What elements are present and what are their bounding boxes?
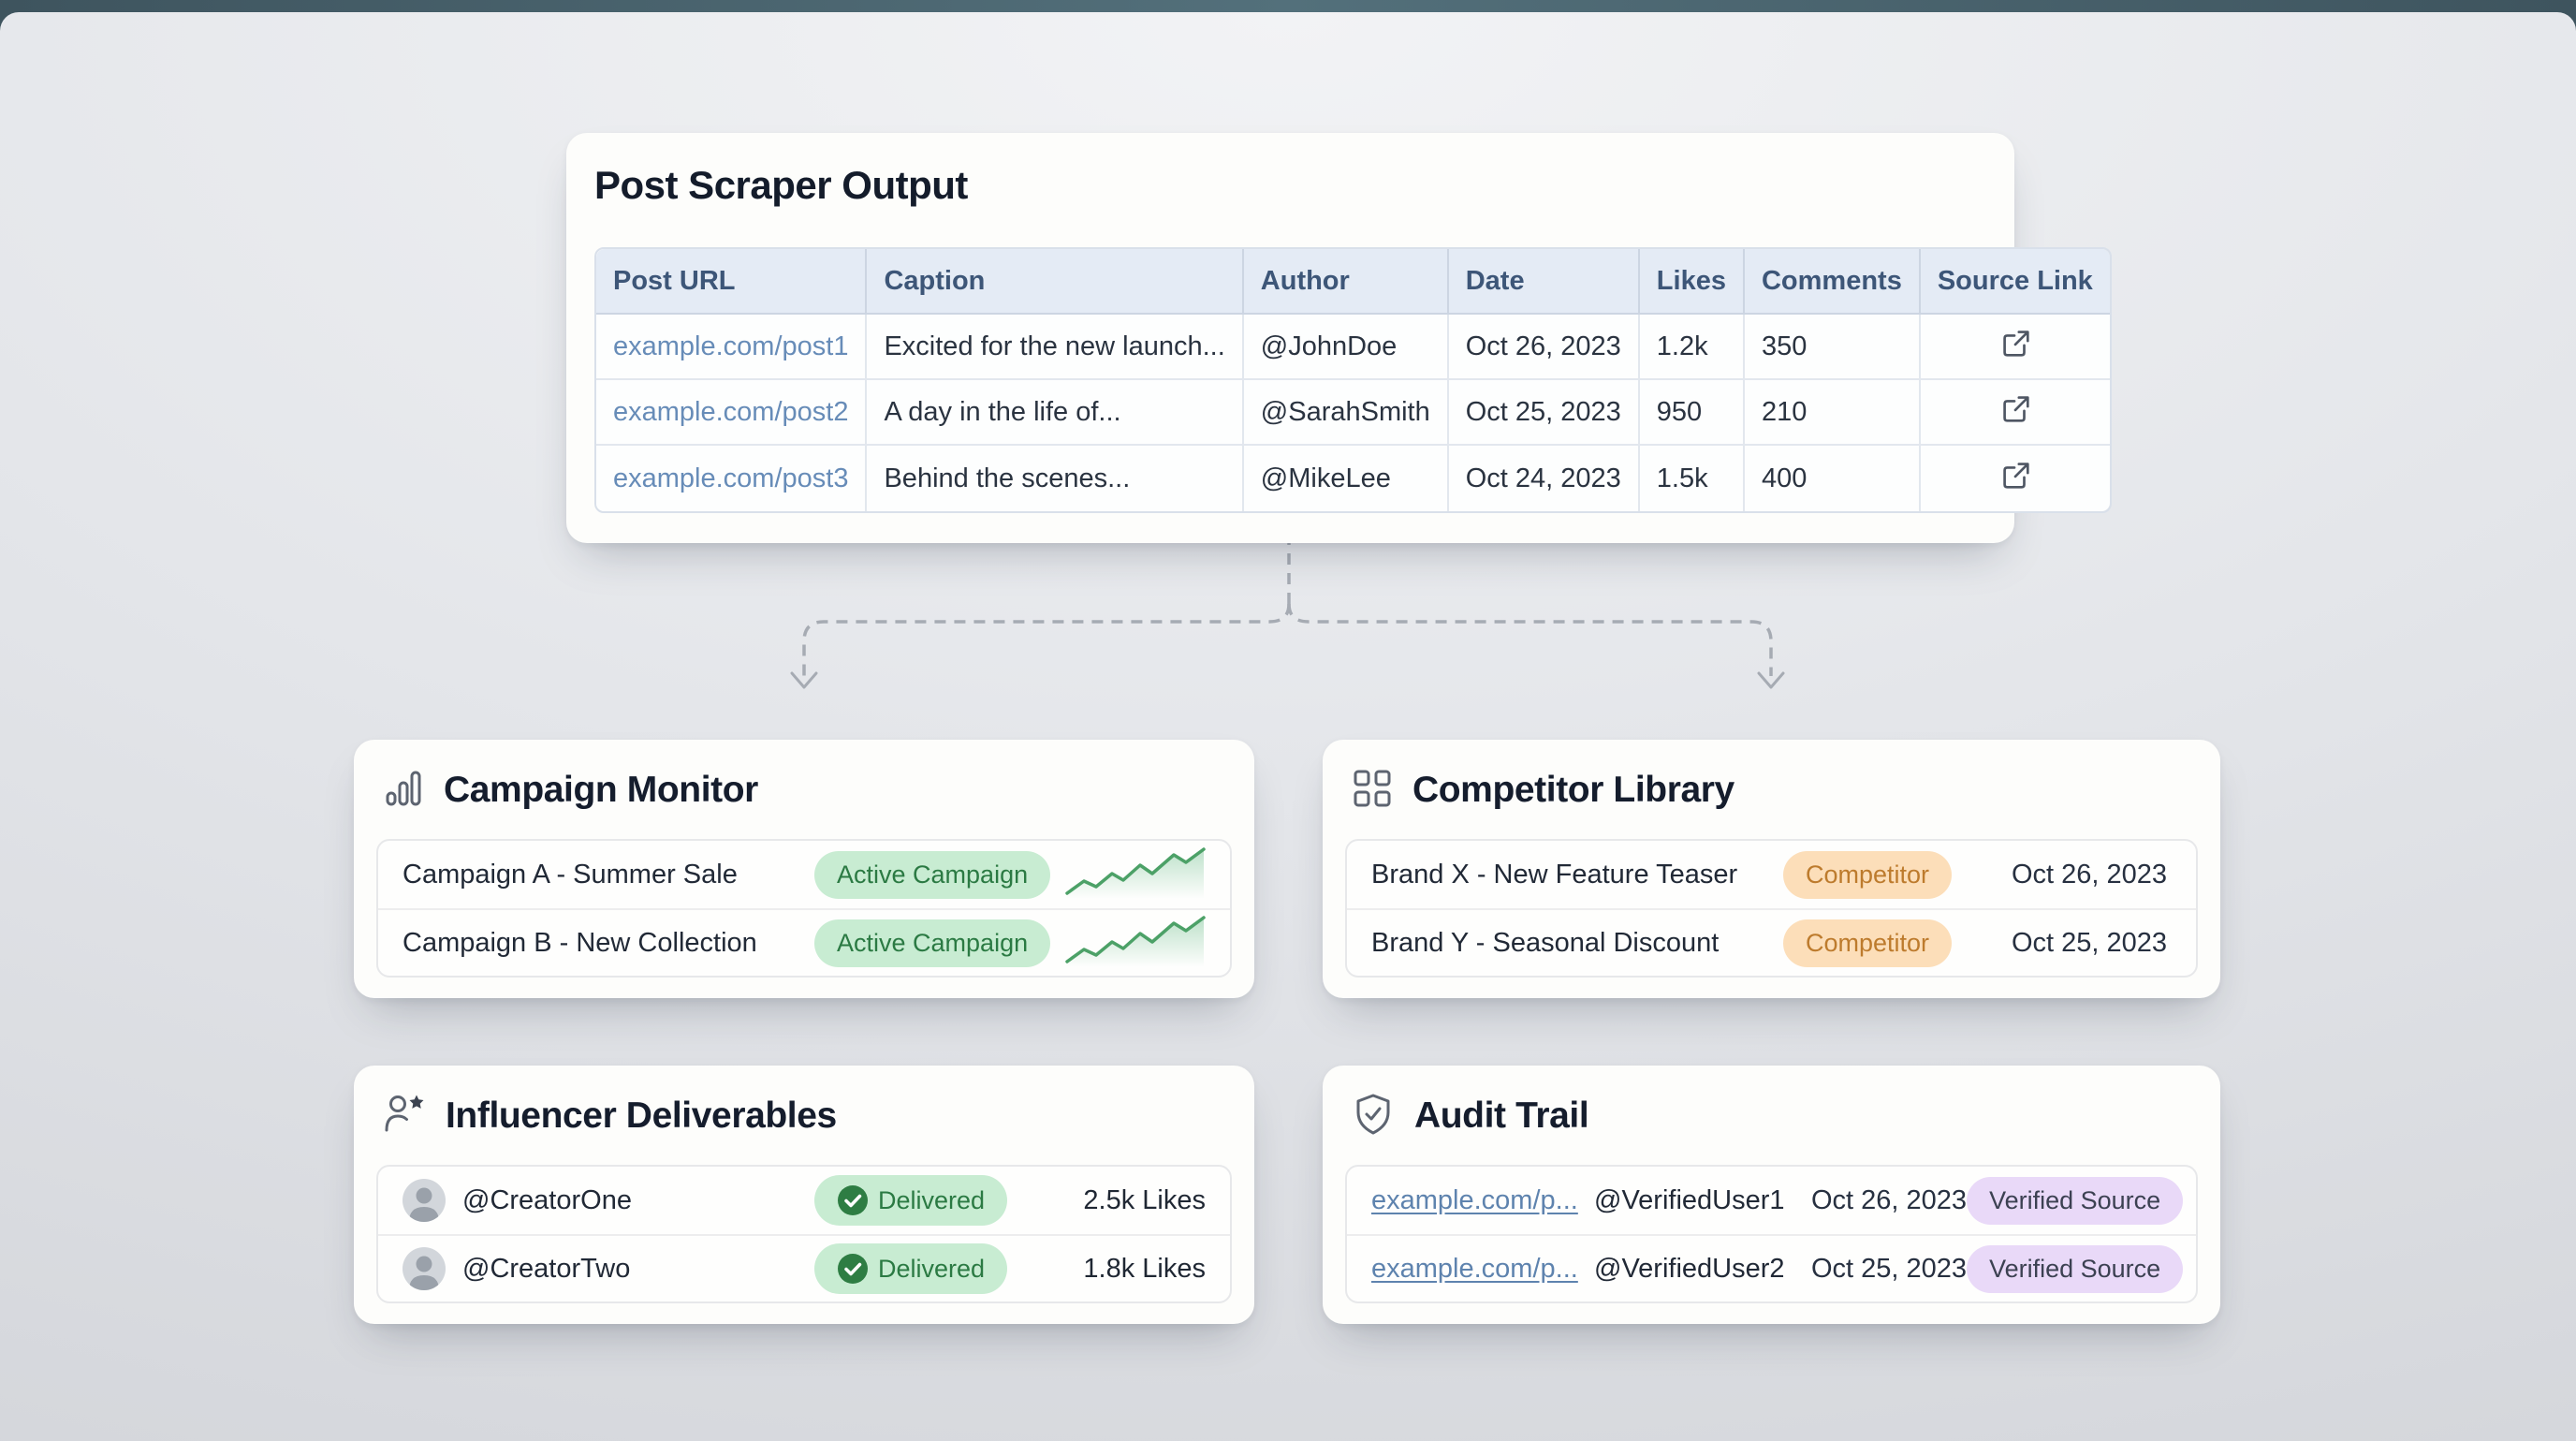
window-top-bar [0,0,2576,13]
page-title: Post Scraper Output [594,163,968,207]
post-url-link[interactable]: example.com/post3 [613,463,849,493]
campaign-name: Campaign B - New Collection [402,927,757,958]
date-cell: Oct 24, 2023 [1448,446,1640,511]
card-title: Influencer Deliverables [446,1095,837,1136]
author-cell: @JohnDoe [1243,315,1449,380]
likes-cell: 950 [1639,380,1745,446]
author-cell: @MikeLee [1243,446,1449,511]
delivered-label: Delivered [878,1254,986,1283]
likes-cell: 1.5k [1639,446,1745,511]
influencer-deliverables-card: Influencer Deliverables @CreatorOne [354,1066,1254,1324]
post-date: Oct 26, 2023 [2011,859,2168,890]
col-header-author: Author [1243,249,1449,315]
check-circle-icon [837,1184,869,1216]
sparkline-chart [1065,915,1206,972]
likes-count: 2.5k Likes [1083,1184,1206,1215]
avatar [402,1179,446,1222]
list-item: @CreatorOne Delivered 2.5k Likes [378,1167,1230,1234]
bar-chart-icon [382,767,425,815]
post-url-link[interactable]: example.com/post1 [613,331,849,361]
source-url-link[interactable]: example.com/p... [1371,1253,1578,1284]
list-item: Campaign A - Summer Sale Active Campaign [378,841,1230,908]
card-title: Competitor Library [1412,770,1734,810]
col-header-likes: Likes [1639,249,1745,315]
delivered-badge: Delivered [814,1175,1008,1226]
post-url-link[interactable]: example.com/post2 [613,396,849,427]
card-title: Campaign Monitor [444,770,758,810]
author-cell: @SarahSmith [1243,380,1449,446]
campaign-list: Campaign A - Summer Sale Active Campaign [376,839,1232,978]
col-header-source-link: Source Link [1920,249,2110,315]
canvas-background: Post Scraper Output Post URL Caption Aut… [0,12,2576,1441]
creator-handle: @CreatorTwo [462,1253,631,1284]
table-row: example.com/post2 A day in the life of..… [596,380,2110,446]
comments-cell: 210 [1744,380,1921,446]
scraper-table: Post URL Caption Author Date Likes Comme… [594,247,2112,513]
audit-date: Oct 26, 2023 [1811,1184,1968,1215]
grid-icon [1351,767,1394,815]
verified-user-handle: @VerifiedUser1 [1594,1184,1785,1215]
audit-trail-card: Audit Trail example.com/p... @VerifiedUs… [1323,1066,2220,1324]
delivered-label: Delivered [878,1185,986,1214]
competitor-badge: Competitor [1783,850,1953,899]
user-star-icon [382,1092,427,1141]
arrow-down-right [1757,671,1785,689]
external-link-icon[interactable] [1998,396,2033,433]
competitor-post-name: Brand Y - Seasonal Discount [1371,927,1720,958]
competitor-list: Brand X - New Feature Teaser Competitor … [1345,839,2198,978]
competitor-post-name: Brand X - New Feature Teaser [1371,859,1738,890]
list-item: Brand Y - Seasonal Discount Competitor O… [1347,908,2196,976]
verified-source-badge: Verified Source [1967,1176,2184,1225]
list-item: example.com/p... @VerifiedUser1 Oct 26, … [1347,1167,2196,1234]
campaign-monitor-card: Campaign Monitor Campaign A - Summer Sal… [354,740,1254,998]
external-link-icon[interactable] [1998,463,2033,499]
post-date: Oct 25, 2023 [2011,927,2168,958]
source-url-link[interactable]: example.com/p... [1371,1184,1578,1215]
external-link-icon[interactable] [1998,331,2033,367]
col-header-caption: Caption [867,249,1244,315]
likes-cell: 1.2k [1639,315,1745,380]
list-item: example.com/p... @VerifiedUser2 Oct 25, … [1347,1234,2196,1301]
delivered-badge: Delivered [814,1243,1008,1294]
caption-cell: Behind the scenes... [867,446,1244,511]
date-cell: Oct 25, 2023 [1448,380,1640,446]
audit-list: example.com/p... @VerifiedUser1 Oct 26, … [1345,1165,2198,1303]
verified-user-handle: @VerifiedUser2 [1594,1253,1785,1284]
arrow-down-left [790,671,818,689]
col-header-post-url: Post URL [596,249,868,315]
comments-cell: 400 [1744,446,1921,511]
status-badge: Active Campaign [814,919,1051,967]
campaign-name: Campaign A - Summer Sale [402,859,738,890]
table-row: example.com/post3 Behind the scenes... @… [596,446,2110,511]
caption-cell: Excited for the new launch... [867,315,1244,380]
audit-date: Oct 25, 2023 [1811,1253,1968,1284]
list-item: Brand X - New Feature Teaser Competitor … [1347,841,2196,908]
shield-check-icon [1351,1092,1396,1141]
avatar [402,1247,446,1290]
col-header-comments: Comments [1744,249,1921,315]
date-cell: Oct 26, 2023 [1448,315,1640,380]
competitor-badge: Competitor [1783,919,1953,967]
card-title: Audit Trail [1414,1095,1589,1136]
comments-cell: 350 [1744,315,1921,380]
creator-handle: @CreatorOne [462,1184,632,1215]
list-item: @CreatorTwo Delivered 1.8k Likes [378,1234,1230,1301]
likes-count: 1.8k Likes [1083,1253,1206,1284]
post-scraper-output-card: Post Scraper Output Post URL Caption Aut… [566,133,2112,543]
table-header-row: Post URL Caption Author Date Likes Comme… [596,249,2110,315]
list-item: Campaign B - New Collection Active Campa… [378,908,1230,976]
influencer-list: @CreatorOne Delivered 2.5k Likes [376,1165,1232,1303]
verified-source-badge: Verified Source [1967,1244,2184,1293]
caption-cell: A day in the life of... [867,380,1244,446]
sparkline-chart [1065,846,1206,904]
check-circle-icon [837,1253,869,1285]
table-row: example.com/post1 Excited for the new la… [596,315,2110,380]
col-header-date: Date [1448,249,1640,315]
competitor-library-card: Competitor Library Brand X - New Feature… [1323,740,2220,998]
status-badge: Active Campaign [814,850,1051,899]
